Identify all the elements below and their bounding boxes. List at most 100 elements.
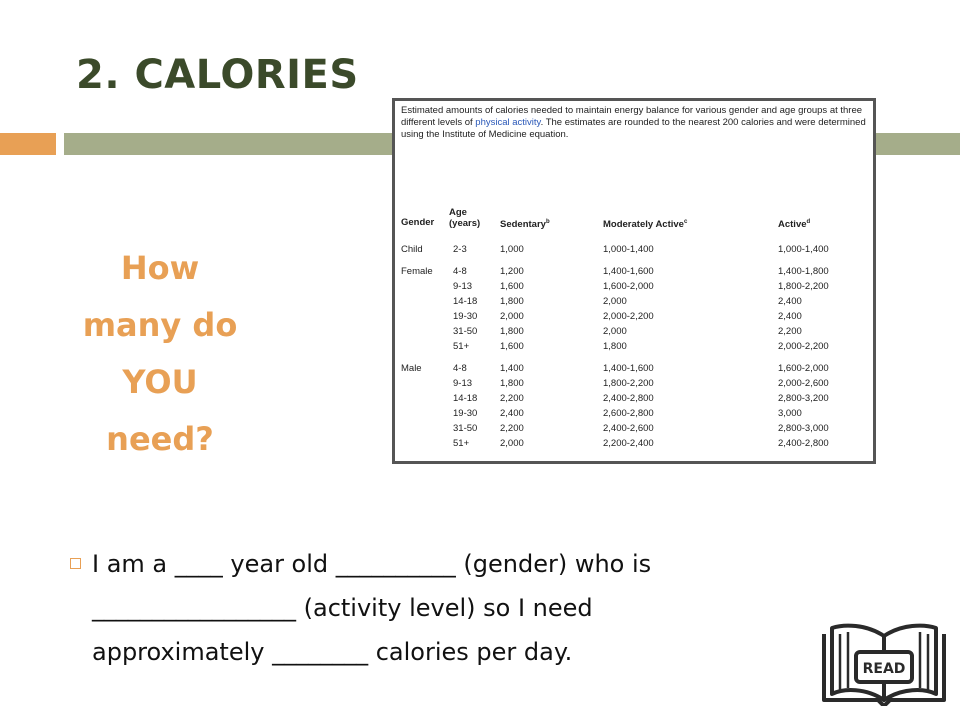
table-row: 31-50 1,800 2,000 2,200: [395, 326, 873, 338]
cell-active: 1,000-1,400: [778, 244, 829, 255]
cell-moderate: 2,000-2,200: [603, 311, 654, 322]
table-row: 51+ 1,600 1,800 2,000-2,200: [395, 341, 873, 353]
cell-age: 51+: [453, 341, 470, 352]
fill-in-sentence: I am a ____ year old __________ (gender)…: [92, 542, 892, 674]
header-gender: Gender: [401, 217, 435, 228]
table-row: 19-30 2,400 2,600-2,800 3,000: [395, 408, 873, 420]
cell-active: 2,800-3,200: [778, 393, 829, 404]
cell-gender: Male: [401, 363, 422, 374]
sentence-line: _________________ (activity level) so I …: [92, 594, 593, 622]
cell-sedentary: 1,800: [500, 296, 524, 307]
cell-active: 1,400-1,800: [778, 266, 829, 277]
slide-title: 2. CALORIES: [76, 52, 359, 98]
table-intro-text-end: . The estimates are rounded to the neare…: [401, 117, 866, 140]
cell-active: 3,000: [778, 408, 802, 419]
header-age-line1: Age: [449, 207, 467, 218]
header-active-sup: d: [806, 219, 811, 225]
cell-age: 2-3: [453, 244, 467, 255]
header-sedentary-label: Sedentary: [500, 219, 546, 231]
cell-moderate: 1,400-1,600: [603, 363, 654, 374]
cell-age: 51+: [453, 438, 470, 449]
question-line: YOU: [122, 363, 198, 401]
cell-sedentary: 2,000: [500, 311, 524, 322]
calorie-table-image: Estimated amounts of calories needed to …: [392, 98, 876, 464]
cell-active: 2,000-2,200: [778, 341, 829, 352]
bullet-square-icon: [70, 558, 81, 569]
cell-active: 2,400-2,800: [778, 438, 829, 449]
cell-active: 2,800-3,000: [778, 423, 829, 434]
table-row: Male 4-8 1,400 1,400-1,600 1,600-2,000: [395, 363, 873, 375]
cell-active: 2,000-2,600: [778, 378, 829, 389]
cell-sedentary: 2,200: [500, 393, 524, 404]
question-line: many do: [82, 306, 238, 344]
cell-active: 2,200: [778, 326, 802, 337]
question-line: need?: [106, 420, 214, 458]
table-row: 14-18 1,800 2,000 2,400: [395, 296, 873, 308]
read-label: READ: [863, 661, 906, 677]
cell-moderate: 2,600-2,800: [603, 408, 654, 419]
cell-active: 2,400: [778, 296, 802, 307]
cell-active: 1,800-2,200: [778, 281, 829, 292]
table-row: 51+ 2,000 2,200-2,400 2,400-2,800: [395, 438, 873, 450]
table-row: Child 2-3 1,000 1,000-1,400 1,000-1,400: [395, 244, 873, 256]
table-row: 31-50 2,200 2,400-2,600 2,800-3,000: [395, 423, 873, 435]
header-active-label: Active: [778, 219, 807, 231]
cell-active: 1,600-2,000: [778, 363, 829, 374]
cell-sedentary: 2,200: [500, 423, 524, 434]
cell-moderate: 2,400-2,800: [603, 393, 654, 404]
header-age-line2: (years): [449, 218, 481, 229]
cell-moderate: 1,800-2,200: [603, 378, 654, 389]
cell-moderate: 2,000: [603, 326, 627, 337]
cell-moderate: 2,000: [603, 296, 627, 307]
read-label-box: [854, 650, 914, 684]
cell-age: 31-50: [453, 423, 478, 434]
question-line: How: [120, 249, 200, 287]
table-intro-text: Estimated amounts of calories needed to …: [401, 105, 863, 128]
accent-bar-orange: [0, 133, 56, 155]
cell-sedentary: 1,800: [500, 378, 524, 389]
cell-sedentary: 1,400: [500, 363, 524, 374]
open-book-icon: READ: [822, 623, 946, 706]
sentence-line: I am a ____ year old __________ (gender)…: [92, 550, 652, 578]
header-moderate: Moderately Activec: [603, 217, 687, 230]
cell-active: 2,400: [778, 311, 802, 322]
header-moderate-label: Moderately Active: [603, 219, 684, 231]
header-age: Age (years): [449, 207, 480, 229]
header-active: Actived: [778, 217, 810, 230]
cell-age: 19-30: [453, 408, 478, 419]
cell-moderate: 1,000-1,400: [603, 244, 654, 255]
table-row: 9-13 1,600 1,600-2,000 1,800-2,200: [395, 281, 873, 293]
cell-age: 14-18: [453, 393, 478, 404]
cell-age: 4-8: [453, 363, 467, 374]
cell-age: 9-13: [453, 281, 473, 292]
cell-moderate: 2,400-2,600: [603, 423, 654, 434]
table-row: 9-13 1,800 1,800-2,200 2,000-2,600: [395, 378, 873, 390]
cell-age: 19-30: [453, 311, 478, 322]
cell-age: 31-50: [453, 326, 478, 337]
cell-age: 4-8: [453, 266, 467, 277]
sentence-line: approximately ________ calories per day.: [92, 638, 573, 666]
cell-sedentary: 1,000: [500, 244, 524, 255]
cell-moderate: 2,200-2,400: [603, 438, 654, 449]
cell-gender: Female: [401, 266, 433, 277]
question-text: How many do YOU need?: [60, 240, 260, 468]
cell-moderate: 1,400-1,600: [603, 266, 654, 277]
cell-sedentary: 1,200: [500, 266, 524, 277]
physical-activity-link[interactable]: physical activity: [475, 117, 541, 128]
cell-age: 14-18: [453, 296, 478, 307]
header-sedentary: Sedentaryb: [500, 217, 550, 230]
header-sedentary-sup: b: [545, 219, 550, 225]
header-moderate-sup: c: [683, 219, 688, 225]
cell-sedentary: 2,000: [500, 438, 524, 449]
table-intro: Estimated amounts of calories needed to …: [401, 105, 871, 141]
table-row: 19-30 2,000 2,000-2,200 2,400: [395, 311, 873, 323]
cell-gender: Child: [401, 244, 423, 255]
cell-sedentary: 1,600: [500, 281, 524, 292]
cell-sedentary: 2,400: [500, 408, 524, 419]
cell-moderate: 1,800: [603, 341, 627, 352]
cell-moderate: 1,600-2,000: [603, 281, 654, 292]
table-row: Female 4-8 1,200 1,400-1,600 1,400-1,800: [395, 266, 873, 278]
cell-sedentary: 1,800: [500, 326, 524, 337]
cell-age: 9-13: [453, 378, 473, 389]
table-row: 14-18 2,200 2,400-2,800 2,800-3,200: [395, 393, 873, 405]
